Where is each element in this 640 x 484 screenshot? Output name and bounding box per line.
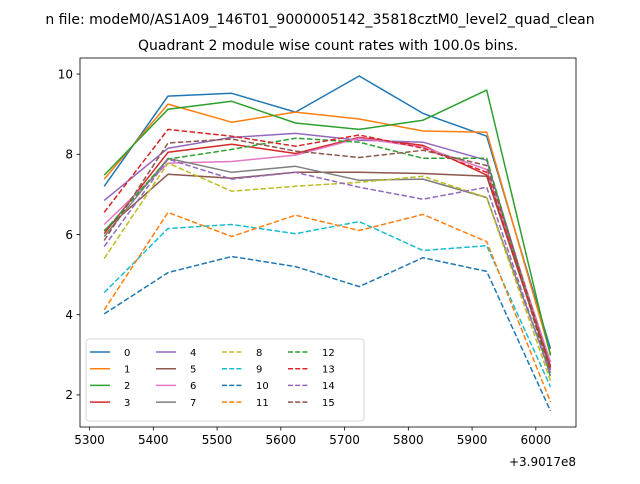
series-line-0	[103, 75, 552, 350]
legend-label-13: 13	[322, 365, 335, 376]
y-tick-label-10: 10	[58, 67, 73, 81]
chart-suptitle: n file: modeM0/AS1A09_146T01_9000005142_…	[45, 12, 594, 28]
legend-label-11: 11	[256, 398, 269, 409]
plot-area: 5300 5400 5500 5600 5700 5800 5900 6000 2 4 6 8 10 0 1…	[58, 57, 577, 447]
legend-label-1: 1	[124, 365, 130, 376]
y-tick-label-4: 4	[65, 308, 73, 322]
series-line-5	[103, 171, 552, 368]
legend-label-5: 5	[190, 365, 196, 376]
legend-label-8: 8	[256, 348, 262, 359]
x-tick-label-6000: 6000	[521, 433, 552, 447]
y-tick-label-6: 6	[65, 228, 73, 242]
legend-label-3: 3	[124, 398, 130, 409]
x-tick-label-5900: 5900	[457, 433, 488, 447]
series-line-11	[103, 211, 552, 403]
legend-label-6: 6	[190, 381, 196, 392]
legend-label-14: 14	[322, 381, 335, 392]
series-line-4	[103, 132, 552, 371]
x-tick-label-5500: 5500	[202, 433, 233, 447]
legend-label-4: 4	[190, 348, 196, 359]
x-tick-label-5700: 5700	[329, 433, 360, 447]
x-offset-label: +3.9017e8	[509, 455, 576, 469]
legend-label-12: 12	[322, 348, 335, 359]
y-tick-label-2: 2	[65, 388, 73, 402]
chart-title: Quadrant 2 module wise count rates with …	[138, 38, 518, 54]
legend-label-2: 2	[124, 381, 130, 392]
series-line-15	[103, 138, 552, 368]
legend-label-15: 15	[322, 398, 335, 409]
legend-label-7: 7	[190, 398, 196, 409]
x-tick-label-5300: 5300	[74, 433, 105, 447]
series-line-10	[103, 255, 552, 412]
series-line-14	[103, 158, 552, 376]
legend-label-10: 10	[256, 381, 269, 392]
series-line-13	[103, 128, 552, 371]
y-tick-label-8: 8	[65, 148, 73, 162]
legend-box	[85, 338, 365, 422]
legend-label-0: 0	[124, 348, 130, 359]
series-line-8	[103, 162, 552, 382]
x-tick-label-5400: 5400	[138, 433, 169, 447]
x-tick-label-5600: 5600	[266, 433, 297, 447]
plot-frame	[79, 57, 577, 428]
legend-label-9: 9	[256, 365, 262, 376]
series-line-7	[103, 157, 552, 374]
series-line-3	[103, 136, 552, 367]
series-line-2	[103, 89, 552, 356]
series-line-1	[103, 103, 552, 355]
series-line-9	[103, 220, 552, 388]
x-tick-label-5800: 5800	[393, 433, 424, 447]
